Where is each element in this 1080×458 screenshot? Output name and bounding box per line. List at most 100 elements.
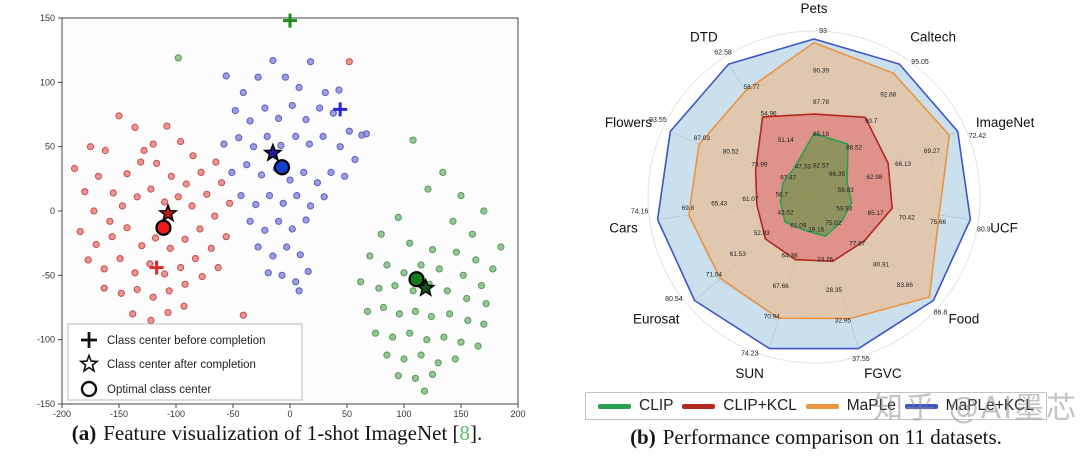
axis-tick-label: 61.53	[730, 251, 746, 258]
axis-name-dtd: DTD	[690, 29, 718, 44]
axis-max-label: 72.42	[969, 133, 987, 140]
axis-name-food: Food	[949, 312, 980, 327]
axis-tick-label: 52.03	[754, 230, 770, 237]
before-completion-plus-marker	[283, 13, 297, 28]
axis-tick-label: 69.8	[682, 205, 695, 212]
axis-tick-label: 62.98	[866, 174, 882, 181]
after-completion-star-marker	[157, 202, 179, 223]
scatter-plot: -200 -150 -100 -50 0 50 100 150 200-150-100-5005…	[37, 13, 526, 419]
legend-swatch-clip-kcl	[682, 403, 716, 409]
svg-text:200: 200	[510, 409, 525, 419]
axis-tick-label: 64.38	[782, 253, 798, 260]
axis-tick-label: 77.97	[849, 241, 865, 248]
axis-tick-label: 82.57	[813, 162, 829, 169]
after-completion-star-marker	[262, 142, 284, 162]
axis-name-sun: SUN	[735, 366, 764, 381]
axis-name-imagenet: ImageNet	[976, 115, 1035, 130]
svg-text:-100: -100	[37, 335, 55, 345]
svg-text:0: 0	[287, 409, 292, 419]
axis-tick-label: 47.33	[795, 164, 811, 171]
axis-tick-label: 58.77	[744, 84, 760, 91]
scatter-axes: -200 -150 -100 -50 0 50 100 150 200-150-100-5005…	[37, 13, 526, 419]
axis-name-pets: Pets	[800, 1, 827, 16]
legend-label: Optimal class center	[107, 384, 211, 396]
axis-tick-label: 19.16	[808, 226, 824, 233]
axis-tick-label: 59.83	[838, 187, 854, 194]
axis-name-flowers: Flowers	[605, 115, 653, 130]
axis-tick-label: 51.14	[778, 137, 794, 144]
caption-b-text: Performance comparison on 11 datasets.	[662, 425, 1002, 449]
legend-plus-icon	[81, 332, 97, 348]
svg-text:100: 100	[40, 77, 55, 87]
svg-text:-100: -100	[167, 409, 185, 419]
legend-circle-icon	[80, 380, 98, 398]
svg-text:-150: -150	[110, 409, 128, 419]
axis-tick-label: 32.95	[835, 317, 851, 324]
axis-tick-label: 80.91	[873, 261, 889, 268]
radar-chart: 82.57 85.18 87.78 90.39 93 Pets 86.35 88.52 90.7…	[605, 1, 1035, 381]
axis-tick-label: 65.43	[711, 201, 727, 208]
scatter-legend: Class center before completion Class cent…	[67, 323, 303, 401]
axis-tick-label: 92.88	[880, 92, 896, 99]
radar-labels: 82.57 85.18 87.78 90.39 93 Pets 86.35 88.52 90.7…	[605, 1, 1035, 381]
axis-max-label: 74.16	[631, 209, 649, 216]
axis-tick-label: 66.13	[895, 161, 911, 168]
axis-max-label: 95.05	[911, 59, 929, 66]
zhihu-watermark: 知乎 @AI墨芯	[873, 391, 1078, 426]
axis-tick-label: 71.04	[706, 272, 722, 279]
axis-tick-label: 80.52	[723, 148, 739, 155]
caption-a: (a) Feature visualization of 1-shot Image…	[4, 421, 550, 446]
radar-legend: CLIP CLIP+KCL MaPLe MaPLe+KCL	[585, 392, 1047, 420]
center-markers	[149, 13, 436, 297]
axis-tick-label: 87.78	[813, 99, 829, 106]
panel-radar: 82.57 85.18 87.78 90.39 93 Pets 86.35 88.52 90.7…	[552, 0, 1080, 450]
legend-star-icon	[78, 353, 100, 373]
caption-b: (b) Performance comparison on 11 datasets…	[552, 425, 1080, 450]
axis-tick-label: 42.52	[778, 209, 794, 216]
axis-tick-label: 70.42	[899, 214, 915, 221]
svg-text:-50: -50	[226, 409, 239, 419]
svg-text:50: 50	[342, 409, 352, 419]
radar-series-CLIP	[779, 132, 853, 237]
svg-text:-50: -50	[42, 270, 55, 280]
axis-max-label: 80.9	[977, 227, 991, 234]
legend-item-maple-kcl: MaPLe+KCL	[904, 397, 1034, 415]
axis-tick-label: 83.86	[897, 282, 913, 289]
legend-label: Class center before completion	[107, 335, 266, 347]
before-completion-plus-marker	[333, 102, 348, 117]
legend-item-maple: MaPLe	[805, 397, 896, 415]
axis-tick-label: 65.17	[868, 210, 884, 217]
axis-tick-label: 61.07	[742, 196, 758, 203]
legend-swatch-maple	[805, 403, 839, 409]
axis-tick-label: 75.66	[930, 219, 946, 226]
axis-tick-label: 70.94	[764, 313, 780, 320]
legend-swatch-maple-kcl	[904, 403, 938, 409]
legend-swatch-clip	[598, 403, 631, 409]
axis-name-eurosat: Eurosat	[633, 312, 680, 327]
before-completion-plus-marker	[149, 260, 164, 275]
legend-label-clip-kcl: CLIP+KCL	[723, 397, 797, 414]
optimal-center-circle-marker	[273, 159, 291, 176]
optimal-center-circle-marker	[408, 271, 425, 288]
axis-max-label: 93.55	[649, 117, 667, 124]
svg-text:150: 150	[453, 409, 468, 419]
axis-tick-label: 75.02	[825, 220, 841, 227]
axis-tick-label: 73.99	[751, 161, 767, 168]
axis-name-cars: Cars	[609, 220, 638, 235]
axis-tick-label: 23.76	[817, 257, 833, 264]
legend-label: Class center after completion	[107, 359, 256, 371]
blue-cluster	[220, 56, 370, 295]
svg-text:50: 50	[45, 142, 55, 152]
axis-name-caltech: Caltech	[910, 29, 956, 44]
legend-item-clip: CLIP	[598, 397, 673, 415]
svg-text:100: 100	[396, 409, 411, 419]
caption-a-ref: [8].	[447, 421, 483, 445]
axis-max-label: 86.8	[934, 310, 948, 317]
caption-a-text: Feature visualization of 1-shot ImageNet	[103, 421, 448, 445]
legend-item-clip-kcl: CLIP+KCL	[682, 397, 797, 415]
axis-tick-label: 61.09	[790, 222, 806, 229]
axis-tick-label: 67.66	[773, 283, 789, 290]
axis-max-label: 74.23	[741, 351, 759, 358]
svg-text:150: 150	[40, 13, 55, 23]
axis-tick-label: 69.27	[924, 148, 940, 155]
